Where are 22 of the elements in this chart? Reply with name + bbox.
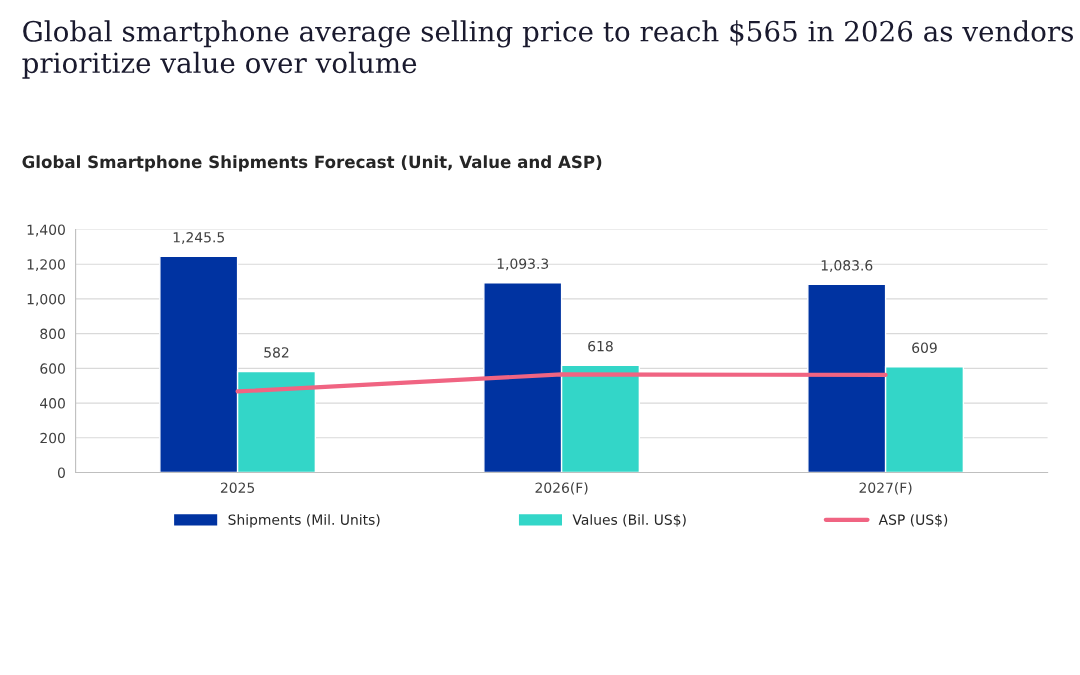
y-tick-label: 400 (40, 398, 65, 409)
y-tick-label: 200 (40, 432, 65, 444)
data-label: 609 (912, 342, 937, 353)
x-tick-label: 2027(F) (859, 482, 912, 495)
chart-subtitle: Global Smartphone Shipments Forecast (Unit, Value and ASP) (22, 155, 602, 172)
y-tick-label: 1,400 (27, 224, 65, 237)
x-tick-label: 2026(F) (535, 482, 588, 495)
data-label: 618 (588, 340, 613, 352)
y-tick-label: 1,000 (27, 293, 65, 306)
y-tick-label: 600 (40, 363, 65, 374)
legend-label: ASP (US$) (878, 514, 948, 527)
y-tick-label: 800 (40, 328, 65, 340)
legend-label: Shipments (Mil. Units) (228, 514, 380, 528)
y-tick-label: 1,200 (27, 259, 65, 272)
data-label: 1,245.5 (173, 232, 225, 244)
y-tick-label: 0 (57, 467, 65, 478)
legend-label: Values (Bil. US$) (572, 514, 686, 527)
data-label: 1,083.6 (821, 260, 873, 273)
x-tick-label: 2025 (220, 482, 255, 493)
data-label: 1,093.3 (497, 258, 549, 271)
data-label: 582 (264, 347, 289, 358)
chart-title: Global smartphone average selling price to reach $565 in 2026 as vendors prioritize value over volume (22, 20, 1073, 79)
